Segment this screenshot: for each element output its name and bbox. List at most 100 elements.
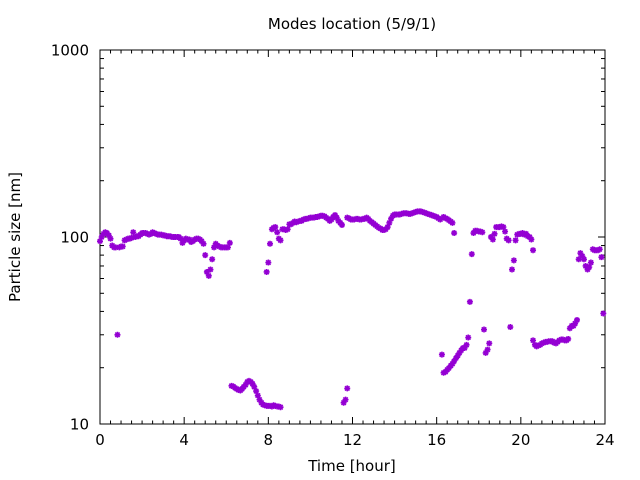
data-point	[267, 240, 274, 247]
data-point	[530, 247, 537, 254]
y-tick-label: 100	[60, 229, 89, 247]
data-point	[565, 335, 572, 342]
data-point	[479, 229, 486, 236]
data-point	[130, 229, 137, 236]
data-point	[572, 320, 579, 327]
data-point	[461, 344, 468, 351]
data-point	[579, 253, 586, 260]
x-tick-label: 12	[343, 431, 362, 449]
chart-title: Modes location (5/9/1)	[268, 15, 436, 33]
data-point	[582, 262, 589, 269]
data-point	[508, 266, 515, 273]
y-tick-label: 10	[70, 416, 89, 434]
data-point	[388, 215, 395, 222]
data-point	[256, 396, 263, 403]
data-point	[463, 341, 470, 348]
data-point	[97, 238, 103, 245]
data-point	[505, 237, 512, 244]
y-axis-title: Particle size [nm]	[6, 172, 24, 302]
data-point	[338, 221, 345, 228]
data-point	[203, 268, 210, 275]
data-point	[438, 351, 445, 358]
data-point	[456, 349, 463, 356]
data-point	[128, 234, 135, 241]
data-point	[600, 310, 607, 317]
data-point	[484, 346, 491, 353]
data-point	[254, 392, 261, 399]
y-tick-label: 1000	[51, 42, 89, 60]
data-point	[512, 237, 519, 244]
data-point	[198, 238, 205, 245]
data-point	[386, 219, 393, 226]
x-tick-label: 16	[427, 431, 446, 449]
data-point	[284, 226, 291, 233]
data-point	[574, 316, 581, 323]
data-points	[97, 208, 607, 411]
data-point	[207, 266, 214, 273]
data-point	[437, 216, 444, 223]
data-point	[226, 239, 233, 246]
data-point	[251, 383, 258, 390]
data-point	[451, 230, 458, 237]
data-point	[451, 358, 458, 365]
data-point	[465, 334, 472, 341]
data-point	[344, 385, 351, 392]
x-tick-label: 8	[264, 431, 274, 449]
data-point	[530, 337, 537, 344]
data-point	[200, 240, 207, 247]
data-point	[342, 396, 349, 403]
data-point	[507, 324, 514, 331]
x-tick-label: 20	[511, 431, 530, 449]
data-point	[384, 224, 391, 231]
data-point	[177, 235, 184, 242]
data-point	[502, 228, 509, 235]
data-point	[510, 257, 517, 264]
data-point	[454, 352, 461, 359]
x-axis-title: Time [hour]	[307, 457, 396, 475]
data-point	[211, 244, 218, 251]
data-point	[481, 326, 488, 333]
data-point	[577, 250, 584, 257]
data-point	[209, 256, 216, 263]
data-point	[500, 224, 507, 231]
data-point	[482, 349, 489, 356]
data-point	[277, 237, 284, 244]
data-point	[466, 298, 473, 305]
data-point	[575, 256, 582, 263]
x-tick-label: 0	[95, 431, 105, 449]
data-point	[468, 251, 475, 258]
data-point	[107, 235, 114, 242]
data-point	[112, 244, 119, 251]
data-point	[119, 243, 126, 250]
data-point	[242, 381, 249, 388]
data-point	[272, 224, 279, 231]
data-point	[598, 254, 605, 261]
data-point	[202, 252, 209, 259]
data-point	[587, 259, 594, 266]
data-point	[224, 244, 231, 251]
x-tick-label: 4	[179, 431, 189, 449]
data-point	[491, 230, 498, 237]
data-point	[114, 331, 121, 338]
data-point	[333, 214, 340, 221]
data-point	[274, 229, 281, 236]
data-point	[586, 264, 593, 271]
axis-tick-labels: 0 4 8 12 16 20 24 10 100 1000	[51, 42, 615, 450]
data-point	[98, 234, 105, 240]
data-point	[596, 246, 603, 253]
data-point	[486, 340, 493, 347]
data-point	[263, 268, 270, 275]
data-point	[489, 236, 496, 243]
x-tick-label: 24	[595, 431, 614, 449]
data-point	[205, 272, 212, 279]
data-point	[449, 219, 456, 226]
data-point	[528, 236, 535, 243]
data-point	[249, 380, 256, 387]
data-point	[265, 259, 272, 266]
data-point	[580, 256, 587, 263]
data-point	[340, 399, 347, 406]
data-point	[277, 404, 284, 411]
data-point	[105, 232, 112, 239]
data-point	[253, 388, 260, 395]
